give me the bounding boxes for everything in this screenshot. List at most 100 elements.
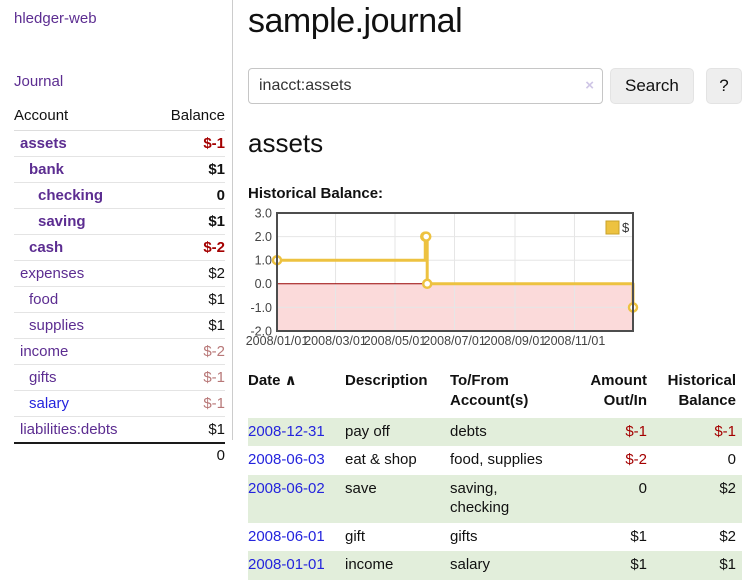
account-heading: assets (248, 128, 324, 158)
register-header-description: Description (345, 372, 428, 389)
account-row: liabilities:debts $1 (14, 416, 225, 443)
accounts-header-balance: Balance (152, 104, 225, 131)
accounts-total-value: 0 (152, 442, 225, 467)
register-row: 2008-06-01 gift gifts $1 $2 (248, 523, 742, 552)
account-link-checking[interactable]: checking (38, 187, 104, 204)
account-row: income $-2 (14, 338, 225, 365)
register-body: 2008-12-31 pay off debts $-1 $-1 2008-06-03 ea… (248, 417, 742, 580)
accounts-header-row: Account Balance (14, 104, 225, 131)
register-row: 2008-06-03 eat & shop food, supplies $-2 0 (248, 446, 742, 475)
account-row: bank $1 (14, 156, 225, 183)
transaction-date-cell: 2008-06-02 (248, 475, 345, 523)
x-tick-label: 2008/11/01 (544, 334, 606, 348)
transaction-description: pay off (345, 417, 450, 447)
account-cell: checking (14, 182, 153, 209)
transaction-amount: $1 (630, 527, 647, 545)
data-point (420, 231, 432, 242)
transaction-amount: 0 (578, 475, 647, 523)
register-header-accounts: To/From Account(s) (450, 372, 529, 410)
x-tick-label: 2008/07/01 (423, 334, 486, 348)
account-cell: salary (14, 390, 153, 417)
transaction-date-link[interactable]: 2008-06-03 (248, 451, 325, 469)
account-balance: $-2 (152, 234, 225, 261)
transaction-accounts: salary (450, 551, 578, 580)
register-header-row: Date ∧ Description To/From Account(s) Amount… (248, 368, 742, 418)
transaction-accounts: food, supplies (450, 451, 543, 469)
transaction-balance: $1 (647, 551, 742, 580)
account-balance: $-1 (152, 390, 225, 417)
account-link-salary[interactable]: salary (29, 395, 70, 412)
account-balance: $-1 (203, 135, 225, 152)
transaction-date-link[interactable]: 2008-06-02 (248, 480, 325, 497)
page-title: sample.journal (248, 2, 463, 40)
transaction-date-link[interactable]: 2008-06-01 (248, 527, 325, 545)
accounts-header-account: Account (14, 104, 153, 131)
legend-swatch (605, 220, 620, 235)
transaction-description: income (345, 551, 450, 580)
register-table: Date ∧ Description To/From Account(s) Amount… (248, 368, 742, 580)
account-balance: $-1 (152, 364, 225, 391)
brand-link[interactable]: hledger-web (14, 10, 97, 27)
accounts-body: assets $-1 bank $1 checking 0 saving $1 cash $-2 e… (14, 131, 225, 443)
accounts-table: Account Balance assets $-1 bank $1 checking 0… (14, 104, 225, 467)
transaction-description: eat & shop (345, 451, 417, 469)
account-balance: $1 (152, 286, 225, 313)
sort-asc-icon: ∧ (280, 372, 297, 389)
account-row: cash $-2 (14, 234, 225, 261)
account-link-income[interactable]: income (20, 343, 69, 360)
search-button[interactable]: Search (609, 68, 694, 104)
account-cell: food (14, 286, 153, 313)
search-input[interactable] (248, 68, 603, 104)
account-link-liabilities-debts[interactable]: liabilities:debts (20, 421, 118, 438)
search-form: × Search ? (248, 68, 742, 104)
account-row: food $1 (14, 286, 225, 313)
account-row: gifts $-1 (14, 364, 225, 391)
account-link-gifts[interactable]: gifts (29, 369, 57, 386)
account-cell: income (14, 338, 153, 365)
account-balance: $2 (152, 260, 225, 287)
account-link-assets[interactable]: assets (20, 135, 67, 152)
chart-border (276, 212, 634, 332)
account-cell: assets (14, 131, 152, 157)
clear-search-icon[interactable]: × (585, 77, 594, 94)
account-balance: $-2 (152, 338, 225, 365)
account-link-cash[interactable]: cash (29, 239, 64, 256)
transaction-accounts: saving, checking (450, 475, 578, 523)
register-header: Date ∧ Description To/From Account(s) Amount… (248, 368, 742, 418)
account-link-food[interactable]: food (29, 291, 59, 308)
sidebar-item-journal[interactable]: Journal (14, 73, 64, 90)
account-link-saving[interactable]: saving (38, 213, 86, 230)
x-tick-label: 2008/01/01 (246, 334, 309, 348)
account-cell: bank (14, 156, 153, 183)
transaction-accounts: debts (450, 417, 578, 447)
account-balance: 0 (152, 182, 225, 209)
transaction-date-cell: 2008-01-01 (248, 551, 345, 580)
transaction-description: save (345, 475, 450, 523)
balance-chart: 3.0 2.0 1.0 0.0 -1.0 -2.02008/01/012008/03/01… (246, 206, 639, 348)
transaction-amount: $1 (578, 551, 647, 580)
x-tick-label: 2008/03/01 (304, 334, 367, 348)
account-link-expenses[interactable]: expenses (20, 265, 85, 282)
y-tick-label: -2.0 (250, 324, 272, 338)
transaction-balance: $-1 (647, 417, 742, 447)
account-row: supplies $1 (14, 312, 225, 339)
register-header-date[interactable]: Date ∧ (248, 372, 297, 389)
account-link-supplies[interactable]: supplies (29, 317, 85, 334)
main-content: sample.journal × Search ? assets Histori… (246, 0, 742, 580)
data-point (421, 278, 433, 290)
account-link-bank[interactable]: bank (29, 161, 65, 178)
transaction-date-link[interactable]: 2008-12-31 (248, 422, 325, 440)
transaction-date-link[interactable]: 2008-01-01 (248, 556, 325, 574)
account-row: saving $1 (14, 208, 225, 235)
y-tick-label: 2.0 (255, 230, 272, 244)
transaction-amount: $-1 (578, 417, 647, 447)
y-tick-label: 0.0 (255, 277, 272, 291)
chart-title: Historical Balance: (248, 185, 384, 202)
y-tick-label: 1.0 (255, 254, 272, 268)
account-balance: $1 (152, 416, 225, 443)
register-row: 2008-12-31 pay off debts $-1 $-1 (248, 417, 742, 447)
help-button[interactable]: ? (705, 68, 742, 104)
account-row: expenses $2 (14, 260, 225, 287)
account-cell: cash (14, 234, 153, 261)
